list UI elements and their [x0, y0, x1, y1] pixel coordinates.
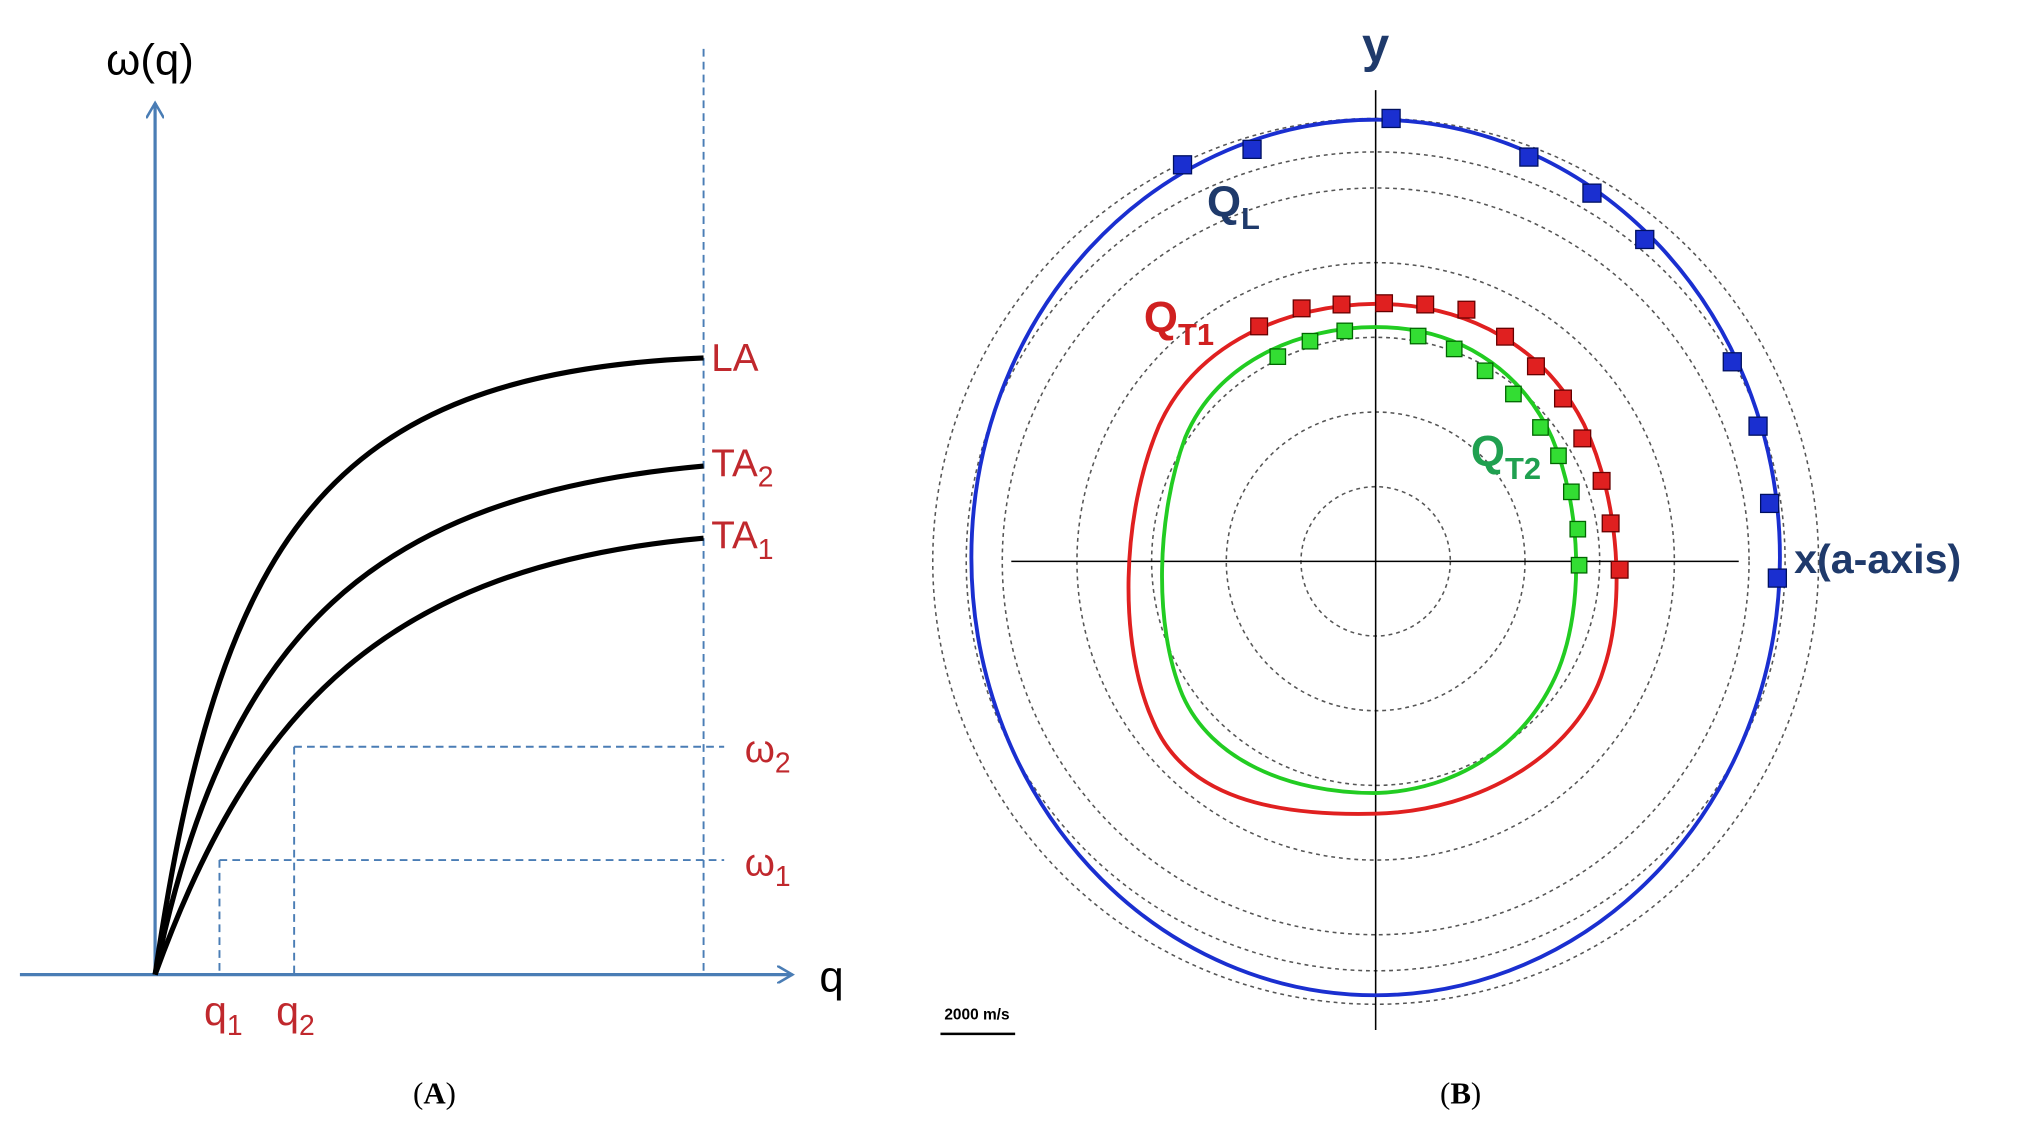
- data-point: [1457, 300, 1476, 319]
- data-point: [1532, 419, 1549, 436]
- text-part: Q: [1207, 177, 1241, 226]
- text-part: B: [1450, 1075, 1471, 1110]
- text-part: TA: [711, 514, 758, 557]
- data-point: [1582, 183, 1602, 203]
- data-point: [1610, 560, 1629, 579]
- data-point: [1250, 317, 1269, 336]
- data-point: [1416, 295, 1435, 314]
- text-part: 2: [758, 462, 774, 494]
- text-part: LA: [711, 337, 758, 380]
- text-part: ): [1471, 1075, 1481, 1110]
- data-point: [1748, 416, 1768, 436]
- text-part: (: [413, 1075, 423, 1110]
- y-label: y: [1362, 19, 1389, 73]
- text-part: T1: [1178, 317, 1214, 352]
- data-point: [1553, 389, 1573, 408]
- text-part: T2: [1505, 451, 1541, 486]
- data-point: [1569, 520, 1587, 538]
- text-part: q: [276, 988, 299, 1034]
- text-part: 1: [775, 861, 791, 893]
- data-point: [1562, 483, 1580, 501]
- text-part: A: [423, 1075, 446, 1110]
- data-point: [1292, 299, 1311, 318]
- text-part: (: [1440, 1075, 1450, 1110]
- data-point: [1445, 340, 1463, 358]
- data-point: [1242, 139, 1262, 160]
- data-point: [1759, 493, 1780, 514]
- data-point: [1381, 108, 1401, 129]
- data-point: [1301, 332, 1319, 350]
- omega-label: ω1: [745, 842, 791, 893]
- la-curve: [152, 355, 704, 976]
- data-point: [1519, 147, 1539, 167]
- text-part: Q: [1471, 427, 1505, 476]
- text-part: 1: [758, 534, 774, 566]
- qt1-points: [1250, 294, 1629, 579]
- caption: (B): [1440, 1075, 1481, 1110]
- data-point: [1722, 352, 1742, 372]
- text-part: ω: [745, 728, 775, 771]
- data-point: [1409, 327, 1427, 345]
- curve-label: LA: [711, 337, 758, 380]
- text-part: ω: [745, 842, 775, 885]
- polar-grid: [1001, 187, 1750, 936]
- data-point: [1336, 322, 1354, 340]
- text-part: 2: [299, 1010, 315, 1042]
- q-label: q2: [276, 988, 315, 1042]
- mode-label: QT2: [1471, 427, 1541, 486]
- data-point: [1573, 429, 1592, 448]
- scale-bar-label: 2000 m/s: [944, 1007, 1009, 1024]
- data-point: [1505, 385, 1522, 403]
- text-part: 2: [775, 748, 791, 780]
- q-label: q1: [204, 988, 243, 1042]
- x-label: x(a-axis): [1794, 536, 1961, 582]
- data-point: [1526, 357, 1545, 376]
- data-point: [1269, 348, 1287, 366]
- text-part: L: [1241, 201, 1260, 236]
- data-point: [1635, 229, 1655, 250]
- ql-curve: [969, 117, 1782, 998]
- data-point: [1601, 514, 1620, 533]
- qt2-points: [1269, 322, 1588, 574]
- y-axis-label: ω(q): [106, 36, 194, 85]
- curve-label: TA1: [711, 514, 773, 565]
- qt2-curve: [1160, 325, 1579, 796]
- panel-b: y x(a-axis) QL QT1 QT2 2000 m/s (B): [931, 19, 1961, 1110]
- x-axis-label: q: [819, 952, 843, 1001]
- text-part: Q: [1144, 293, 1178, 342]
- data-point: [1592, 471, 1611, 490]
- data-point: [1496, 327, 1515, 346]
- text-part: 1: [227, 1010, 243, 1042]
- omega-label: ω2: [745, 728, 791, 779]
- data-point: [1332, 295, 1351, 314]
- data-point: [1570, 556, 1588, 574]
- text-part: ): [446, 1075, 456, 1110]
- text-part: TA: [711, 442, 758, 485]
- ta2-curve: [152, 463, 704, 976]
- data-point: [1172, 155, 1193, 175]
- ql-points: [1172, 108, 1788, 588]
- data-point: [1476, 362, 1494, 380]
- ta1-curve: [152, 535, 704, 976]
- mode-label: QT1: [1144, 293, 1214, 352]
- qt1-curve: [1126, 301, 1619, 816]
- data-point: [1375, 294, 1394, 313]
- text-part: q: [204, 988, 227, 1034]
- mode-label: QL: [1207, 177, 1260, 236]
- panel-a: ω(q) q LA TA2 TA1 ω2 ω1 q1 q2 (A): [19, 36, 844, 1110]
- caption: (A): [413, 1075, 456, 1110]
- data-point: [1550, 447, 1567, 465]
- curve-label: TA2: [711, 442, 773, 493]
- data-point: [1767, 568, 1788, 588]
